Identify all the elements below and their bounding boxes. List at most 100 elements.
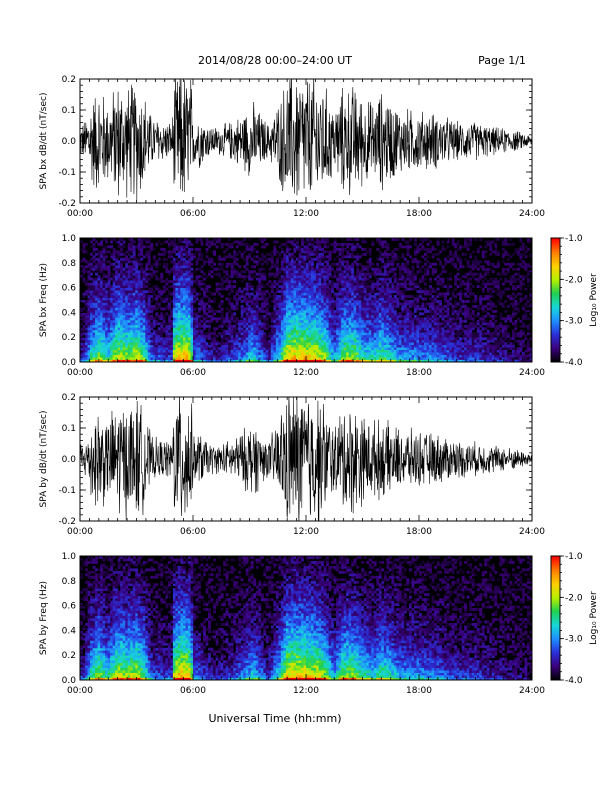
colorbar-swatch [551,264,560,268]
colorbar-swatch [551,576,560,580]
colorbar-swatch [551,562,560,565]
colorbar-swatch [551,285,560,288]
x-tick-label: 06:00 [180,527,206,537]
colorbar-swatch [551,595,560,598]
colorbar-4: -1.0 -2.0 -3.0 -4.0 Log₁₀ Power [550,552,599,686]
x-tick-label: 00:00 [67,368,93,378]
x-tick-label: 00:00 [67,527,93,537]
colorbar-swatch [551,275,560,278]
y-axis-label: SPA by Freq (Hz) [39,581,49,655]
colorbar-swatch [551,250,560,253]
colorbar-swatch [551,355,560,359]
colorbar-swatch [551,300,560,303]
colorbar-swatch [551,283,560,286]
colorbar-swatch [551,611,560,615]
panel-4: 00:00 06:00 12:00 18:00 24:00 1.0 0.8 0.6 0.4 0.2… [39,552,545,696]
colorbar-swatch [551,308,560,311]
colorbar-swatch [551,349,560,353]
colorbar-swatch [551,640,560,644]
colorbar-swatch [551,258,560,262]
colorbar-swatch [551,306,560,309]
x-tick-label: 00:00 [67,209,93,219]
colorbar-swatch [551,322,560,326]
colorbar-swatch [551,291,560,295]
spectrogram-cells [80,556,532,680]
colorbar-swatch [551,599,560,602]
y-tick-label: 1.0 [62,234,77,244]
panel-3: 00:00 06:00 12:00 18:00 24:00 0.2 0.1 0.0 -0.1 -0… [39,393,545,537]
colorbar-swatch [551,572,560,575]
colorbar-swatch [551,578,560,582]
colorbar-swatch [551,271,560,274]
colorbar-swatch [551,256,560,260]
colorbar-swatch [551,657,560,660]
x-tick-label: 00:00 [67,686,93,696]
y-axis: 0.2 0.1 0.0 -0.1 -0.2 [58,75,532,209]
y-tick-label: 0.1 [62,424,76,434]
colorbar-swatch [551,584,560,588]
colorbar-swatch [551,630,560,633]
colorbar-swatch [551,638,560,642]
colorbar-swatch [551,646,560,650]
colorbar-swatch [551,624,560,627]
colorbar-swatch [551,335,560,338]
colorbar-swatch [551,277,560,280]
x-tick-label: 12:00 [293,686,319,696]
colorbar-swatch [551,620,560,623]
y-tick-label: -0.2 [58,517,76,527]
colorbar-swatch [551,636,560,640]
colorbar-swatch [551,238,560,241]
y-tick-label: 0.0 [62,455,77,465]
colorbar-label: Log₁₀ Power [589,273,599,327]
plot-area [80,556,532,680]
colorbar-swatch [551,677,560,681]
colorbar-swatch [551,343,560,346]
x-tick-label: 24:00 [519,209,545,219]
colorbar-swatch [551,252,560,255]
x-tick-label: 12:00 [293,527,319,537]
colorbar-swatch [551,651,560,654]
colorbar-swatch [551,587,560,590]
colorbar-tick-label: -3.0 [565,317,583,327]
colorbar-swatch [551,345,560,348]
colorbar-swatch [551,558,560,561]
colorbar-swatch [551,603,560,606]
colorbar-swatch [551,601,560,604]
colorbar-swatch [551,653,560,656]
x-axis: 00:00 06:00 12:00 18:00 24:00 [67,79,545,219]
y-axis: 0.2 0.1 0.0 -0.1 -0.2 [58,393,532,527]
colorbar-swatch [551,351,560,355]
colorbar-swatch [551,568,560,571]
colorbar-swatch [551,359,560,363]
colorbar-swatch [551,649,560,652]
y-tick-label: -0.2 [58,199,76,209]
colorbar-swatch [551,341,560,344]
colorbar-swatch [551,613,560,617]
colorbar-swatch [551,310,560,313]
colorbar-swatch [551,589,560,592]
colorbar-tick-label: -2.0 [565,593,583,603]
colorbar-swatch [551,632,560,635]
colorbar-swatch [551,339,560,342]
colorbar-swatch [551,333,560,336]
panels: 00:00 06:00 12:00 18:00 24:00 0.2 0.1 0.0 -0.1 -0… [39,75,545,696]
y-axis: 1.0 0.8 0.6 0.4 0.2 0.0 [62,234,532,368]
plot-area [80,397,532,521]
colorbar-swatch [551,564,560,567]
y-tick-label: 0.2 [62,333,76,343]
y-tick-label: 0.0 [62,676,77,686]
x-tick-label: 18:00 [406,368,432,378]
y-axis-label: SPA by dB/dt (nT/sec) [39,411,49,508]
x-tick-label: 12:00 [293,368,319,378]
colorbar-swatch [551,287,560,291]
colorbar-swatch [551,254,560,257]
colorbar-swatch [551,324,560,328]
colorbar-swatch [551,597,560,600]
colorbar-swatch [551,318,560,322]
colorbar-swatch [551,331,560,334]
y-axis-label: SPA bx Freq (Hz) [39,263,49,337]
panel-2: 00:00 06:00 12:00 18:00 24:00 1.0 0.8 0.6 0.4 0.2… [39,234,545,378]
colorbar-swatch [551,609,560,613]
colorbar-swatch [551,655,560,658]
